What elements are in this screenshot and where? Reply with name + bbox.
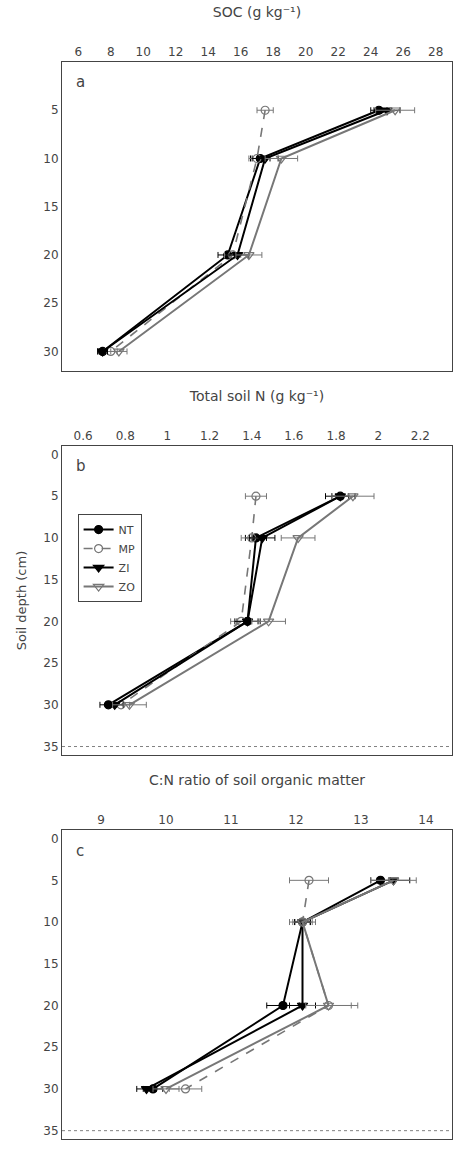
- svg-text:c: c: [76, 842, 84, 860]
- svg-text:22: 22: [331, 45, 346, 59]
- svg-text:15: 15: [43, 957, 58, 971]
- svg-text:5: 5: [51, 489, 59, 503]
- svg-text:9: 9: [97, 813, 105, 827]
- svg-text:15: 15: [43, 200, 58, 214]
- svg-text:5: 5: [51, 103, 59, 117]
- svg-text:10: 10: [43, 915, 58, 929]
- svg-text:1: 1: [164, 429, 172, 443]
- svg-text:6: 6: [74, 45, 82, 59]
- svg-text:0.6: 0.6: [74, 429, 93, 443]
- svg-text:30: 30: [43, 698, 58, 712]
- svg-text:25: 25: [43, 656, 58, 670]
- svg-text:5: 5: [51, 874, 59, 888]
- svg-text:Total soil N (g kg⁻¹): Total soil N (g kg⁻¹): [189, 388, 324, 404]
- svg-text:a: a: [76, 73, 85, 91]
- svg-text:30: 30: [43, 1082, 58, 1096]
- svg-text:26: 26: [396, 45, 411, 59]
- svg-text:20: 20: [43, 999, 58, 1013]
- svg-text:12: 12: [168, 45, 183, 59]
- svg-text:b: b: [76, 457, 86, 475]
- svg-text:14: 14: [418, 813, 433, 827]
- svg-text:2: 2: [374, 429, 382, 443]
- svg-text:20: 20: [298, 45, 313, 59]
- svg-text:0: 0: [51, 448, 59, 462]
- svg-text:NT: NT: [119, 524, 134, 537]
- svg-text:1.6: 1.6: [284, 429, 303, 443]
- svg-text:10: 10: [43, 152, 58, 166]
- svg-text:30: 30: [43, 345, 58, 359]
- svg-text:1.8: 1.8: [327, 429, 346, 443]
- svg-text:ZO: ZO: [119, 581, 136, 594]
- svg-text:1.2: 1.2: [200, 429, 219, 443]
- svg-text:16: 16: [233, 45, 248, 59]
- svg-text:25: 25: [43, 296, 58, 310]
- svg-text:25: 25: [43, 1040, 58, 1054]
- svg-text:1.4: 1.4: [242, 429, 261, 443]
- svg-text:20: 20: [43, 248, 58, 262]
- svg-text:8: 8: [107, 45, 115, 59]
- svg-text:35: 35: [43, 740, 58, 754]
- svg-text:20: 20: [43, 615, 58, 629]
- svg-text:15: 15: [43, 573, 58, 587]
- svg-text:C:N ratio of soil organic matt: C:N ratio of soil organic matter: [149, 772, 365, 788]
- svg-text:28: 28: [428, 45, 443, 59]
- svg-text:2.2: 2.2: [411, 429, 430, 443]
- svg-text:0: 0: [51, 832, 59, 846]
- svg-text:18: 18: [266, 45, 281, 59]
- svg-text:10: 10: [43, 531, 58, 545]
- svg-text:0.8: 0.8: [116, 429, 135, 443]
- svg-text:Soil depth (cm): Soil depth (cm): [14, 551, 29, 651]
- svg-text:11: 11: [223, 813, 238, 827]
- svg-text:35: 35: [43, 1124, 58, 1138]
- svg-text:SOC (g kg⁻¹): SOC (g kg⁻¹): [213, 4, 301, 20]
- svg-text:12: 12: [288, 813, 303, 827]
- svg-text:10: 10: [136, 45, 151, 59]
- svg-text:13: 13: [353, 813, 368, 827]
- svg-text:10: 10: [158, 813, 173, 827]
- svg-text:MP: MP: [119, 543, 135, 556]
- svg-text:24: 24: [363, 45, 378, 59]
- svg-text:ZI: ZI: [119, 562, 130, 575]
- svg-text:14: 14: [201, 45, 216, 59]
